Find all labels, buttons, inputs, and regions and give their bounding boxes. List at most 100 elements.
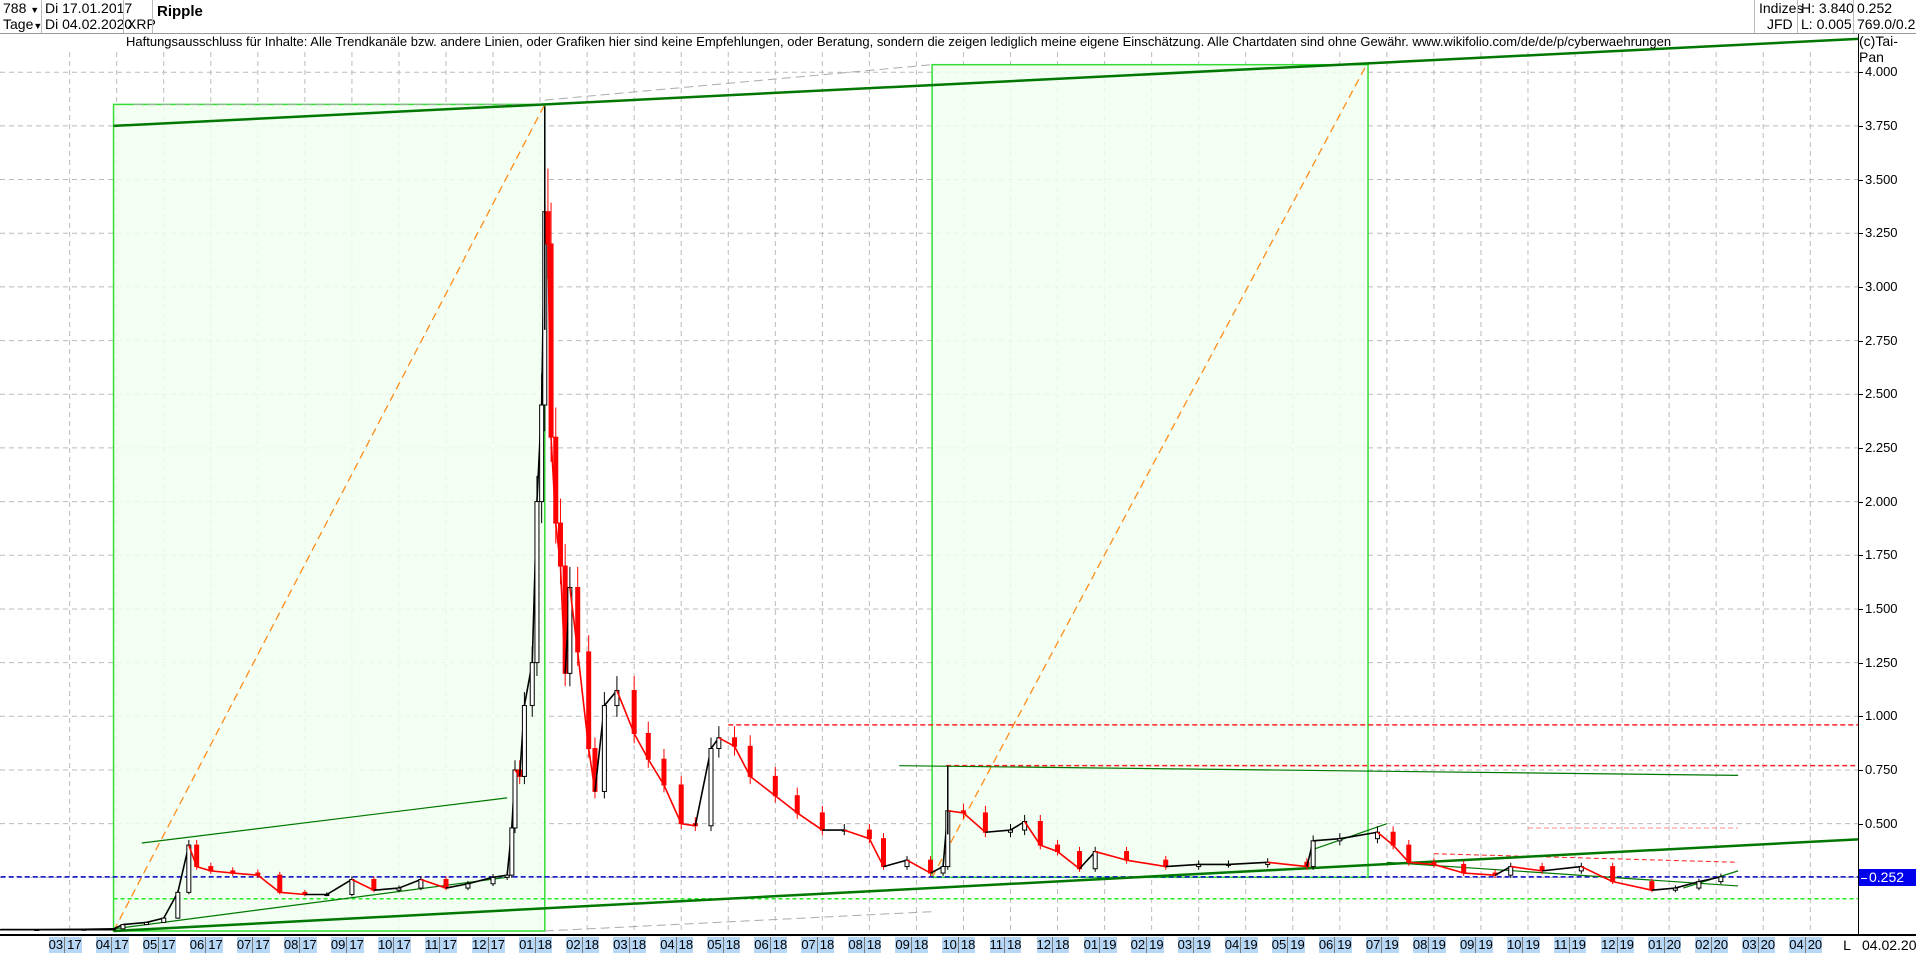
price-segment	[617, 691, 634, 734]
x-tick-year: 17	[64, 937, 81, 953]
x-tick-month: 01	[519, 937, 533, 953]
log-scale-toggle[interactable]: L	[1838, 936, 1856, 954]
page-title: Ripple	[154, 4, 206, 20]
x-tick-month: 11	[1554, 937, 1568, 953]
candle	[1164, 860, 1168, 866]
chevron-down-icon: ▼	[30, 5, 39, 15]
x-tick-year: 19	[1193, 937, 1210, 953]
x-tick-month: 04	[1789, 937, 1803, 953]
candle	[773, 776, 777, 795]
candle	[1311, 841, 1315, 867]
x-tick-year: 18	[1004, 937, 1021, 953]
y-tick-label: 4.000	[1859, 65, 1898, 79]
x-tick-month: 07	[237, 937, 251, 953]
candle	[522, 706, 526, 777]
candle	[558, 523, 562, 566]
y-tick-label: 0.500	[1859, 817, 1898, 831]
x-tick-year: 19	[1240, 937, 1257, 953]
disclaimer-text: Haftungsausschluss für Inhalte: Alle Tre…	[126, 34, 1671, 49]
x-tick-year: 19	[1287, 937, 1304, 953]
candle	[748, 746, 752, 776]
x-tick-year: 19	[1522, 937, 1539, 953]
candle	[867, 830, 871, 839]
x-tick-month: 06	[190, 937, 204, 953]
candle	[397, 888, 401, 890]
candle	[820, 813, 824, 830]
x-tick-month: 04	[1225, 937, 1239, 953]
x-tick-year: 17	[299, 937, 316, 953]
x-tick-month: 08	[1413, 937, 1427, 953]
x-tick-year: 18	[958, 937, 975, 953]
last-date: 04.02.20	[1862, 936, 1916, 954]
x-tick-year: 17	[488, 937, 505, 953]
x-tick-month: 11	[990, 937, 1004, 953]
x-tick-month: 04	[96, 937, 110, 953]
price-segment	[1613, 882, 1652, 891]
candle	[195, 845, 199, 866]
x-tick-month: 03	[613, 937, 627, 953]
y-tick-label: 3.250	[1859, 226, 1898, 240]
candle	[549, 244, 553, 437]
start-date[interactable]: Di 17.01.2017	[42, 0, 135, 16]
y-tick-label: 2.750	[1859, 334, 1898, 348]
x-tick-year: 19	[1569, 937, 1586, 953]
price-segment	[664, 785, 681, 824]
candle	[1697, 882, 1701, 888]
x-tick-year: 19	[1617, 937, 1634, 953]
bars-count-select[interactable]: 788 ▼	[0, 0, 44, 16]
price-segment	[883, 860, 907, 866]
x-tick-year: 20	[1805, 937, 1822, 953]
y-tick-label: 2.500	[1859, 387, 1898, 401]
x-tick-month: 01	[1648, 937, 1662, 953]
x-tick-year: 20	[1711, 937, 1728, 953]
x-tick-month: 07	[1366, 937, 1380, 953]
candle	[444, 879, 448, 888]
price-segment	[750, 776, 775, 795]
x-tick-month: 03	[1178, 937, 1192, 953]
candle	[733, 738, 737, 747]
last-price-label: 0.252	[1869, 869, 1904, 885]
x-tick-month: 06	[754, 937, 768, 953]
x-tick-year: 19	[1334, 937, 1351, 953]
x-tick-year: 18	[582, 937, 599, 953]
candle	[491, 877, 495, 883]
price-chart[interactable]	[0, 0, 1858, 934]
candle	[941, 867, 945, 873]
y-tick-label: 1.000	[1859, 709, 1898, 723]
x-tick-month: 02	[566, 937, 580, 953]
candle	[646, 733, 650, 759]
candle	[1611, 867, 1615, 882]
candle	[983, 813, 987, 832]
candle	[505, 875, 509, 877]
candle	[530, 663, 534, 706]
end-date[interactable]: Di 04.02.2020	[42, 16, 135, 32]
candle	[587, 652, 591, 749]
period-select[interactable]: Tage▼	[0, 16, 44, 32]
x-tick-month: 11	[425, 937, 439, 953]
candle	[1038, 822, 1042, 846]
price-segment	[797, 813, 822, 830]
x-tick-month: 08	[284, 937, 298, 953]
x-tick-month: 06	[1319, 937, 1333, 953]
x-tick-year: 19	[1146, 937, 1163, 953]
candle	[1719, 877, 1723, 882]
